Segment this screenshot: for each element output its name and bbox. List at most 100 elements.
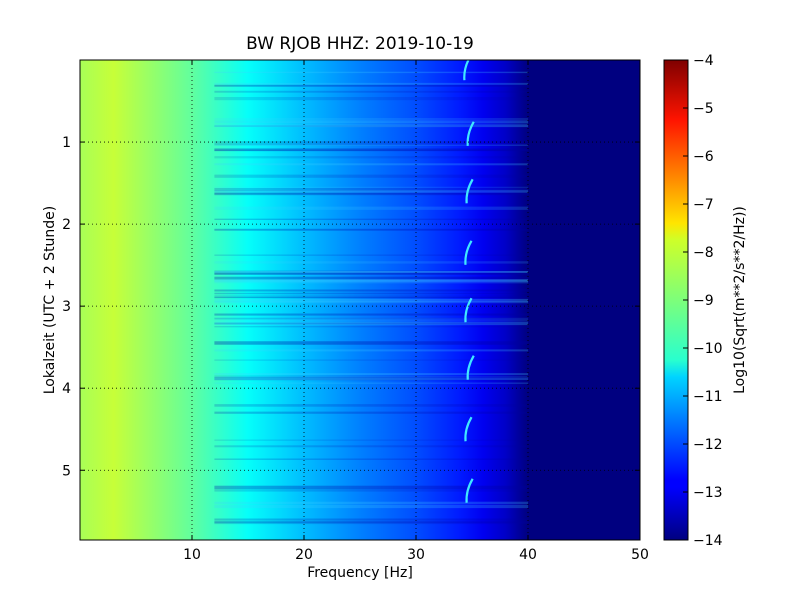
time-stripe	[214, 71, 528, 74]
colorbar: −4 −5 −6 −7 −8 −9 −10 −11 −12 −13 −14 Log10(Sqrt(m…	[663, 53, 748, 549]
spectrogram-image	[80, 60, 640, 540]
time-stripe	[214, 349, 528, 352]
time-stripe	[214, 289, 528, 292]
time-stripe	[214, 489, 528, 492]
time-stripe	[214, 186, 528, 189]
colorbar-tick-label: −5	[693, 101, 714, 117]
time-stripe	[214, 276, 528, 280]
time-stripe	[214, 192, 528, 196]
time-stripe	[214, 228, 528, 231]
time-stripe	[214, 377, 528, 381]
time-stripe	[214, 518, 528, 521]
time-stripe	[214, 317, 528, 321]
colorbar-tick-label: −9	[693, 293, 714, 309]
time-stripe	[214, 485, 528, 490]
time-stripe	[214, 520, 528, 523]
time-stripe	[214, 501, 528, 505]
colorbar-ticks: −4 −5 −6 −7 −8 −9 −10 −11 −12 −13 −14	[683, 53, 723, 549]
time-stripe	[214, 375, 528, 377]
grid	[80, 60, 640, 540]
time-stripe	[214, 321, 528, 326]
time-stripe	[214, 411, 528, 414]
time-stripe	[214, 188, 528, 192]
time-stripe	[214, 82, 528, 85]
time-stripe	[214, 279, 528, 282]
plot-frame	[79, 59, 641, 541]
time-stripe	[214, 148, 528, 151]
transient-mark	[466, 121, 475, 146]
time-stripe	[214, 163, 528, 166]
transient-mark	[465, 478, 474, 503]
time-stripe	[214, 271, 528, 273]
time-stripe	[214, 90, 528, 93]
time-stripe	[214, 341, 528, 344]
x-axis-ticks: 10 20 30 40 50	[183, 60, 649, 563]
transient-mark	[464, 240, 473, 265]
colorbar-tick-label: −13	[693, 485, 723, 501]
time-stripe	[214, 504, 528, 509]
time-stripe	[214, 174, 528, 178]
time-stripe	[214, 156, 528, 159]
time-stripe	[214, 373, 528, 376]
transient-features	[463, 60, 475, 503]
time-stripe	[214, 377, 528, 380]
time-stripe	[214, 84, 528, 87]
colorbar-tick-label: −6	[693, 149, 714, 165]
time-stripe	[214, 295, 528, 298]
time-stripe	[214, 439, 528, 441]
transient-mark	[466, 355, 475, 380]
time-stripe	[214, 280, 528, 284]
time-stripe	[214, 271, 528, 273]
y-axis-ticks: 1 2 3 4 5	[62, 135, 640, 479]
time-stripe	[214, 192, 528, 195]
time-stripe	[214, 124, 528, 128]
colorbar-tick-label: −11	[693, 389, 723, 405]
time-stripe	[214, 458, 528, 460]
chart-title: BW RJOB HHZ: 2019-10-19	[246, 34, 474, 54]
y-tick-label: 3	[62, 299, 71, 315]
time-stripe	[214, 118, 528, 121]
colorbar-tick-label: −10	[693, 341, 723, 357]
time-stripe	[214, 292, 528, 295]
x-tick-label: 50	[631, 547, 649, 563]
time-stripe	[214, 141, 528, 143]
time-stripe	[214, 326, 528, 328]
transient-mark	[465, 178, 474, 204]
time-stripe	[214, 342, 528, 345]
time-stripe	[214, 125, 528, 127]
time-stripe	[214, 120, 528, 123]
time-stripe	[214, 254, 528, 256]
time-stripe	[214, 322, 528, 325]
transient-mark	[463, 60, 470, 81]
y-axis-label: Lokalzeit (UTC + 2 Stunde)	[42, 206, 58, 395]
time-stripe	[214, 297, 528, 299]
colorbar-tick-label: −14	[693, 533, 723, 549]
x-axis-label: Frequency [Hz]	[307, 565, 413, 581]
y-tick-label: 2	[62, 217, 71, 233]
x-tick-label: 40	[519, 547, 537, 563]
time-stripe	[214, 521, 528, 525]
plot-area: 10 20 30 40 50 1 2 3 4 5	[62, 59, 649, 563]
time-stripe	[214, 279, 528, 283]
time-stripe	[214, 404, 528, 407]
time-stripe	[214, 218, 528, 220]
y-tick-label: 5	[62, 463, 71, 479]
x-tick-label: 10	[183, 547, 201, 563]
colorbar-tick-label: −4	[693, 53, 714, 69]
colorbar-tick-label: −7	[693, 197, 714, 213]
time-stripe	[214, 270, 528, 274]
transient-mark	[464, 416, 473, 442]
x-tick-label: 30	[407, 547, 425, 563]
time-stripe	[214, 376, 528, 378]
time-stripe	[214, 189, 528, 193]
time-stripe	[214, 382, 528, 384]
time-stripe	[214, 149, 528, 152]
time-stripe	[214, 144, 528, 146]
time-stripe	[214, 97, 528, 101]
time-stripe	[214, 206, 528, 210]
time-stripe	[214, 121, 528, 124]
time-stripes	[214, 71, 528, 525]
time-stripe	[214, 445, 528, 448]
time-stripe	[214, 359, 528, 361]
